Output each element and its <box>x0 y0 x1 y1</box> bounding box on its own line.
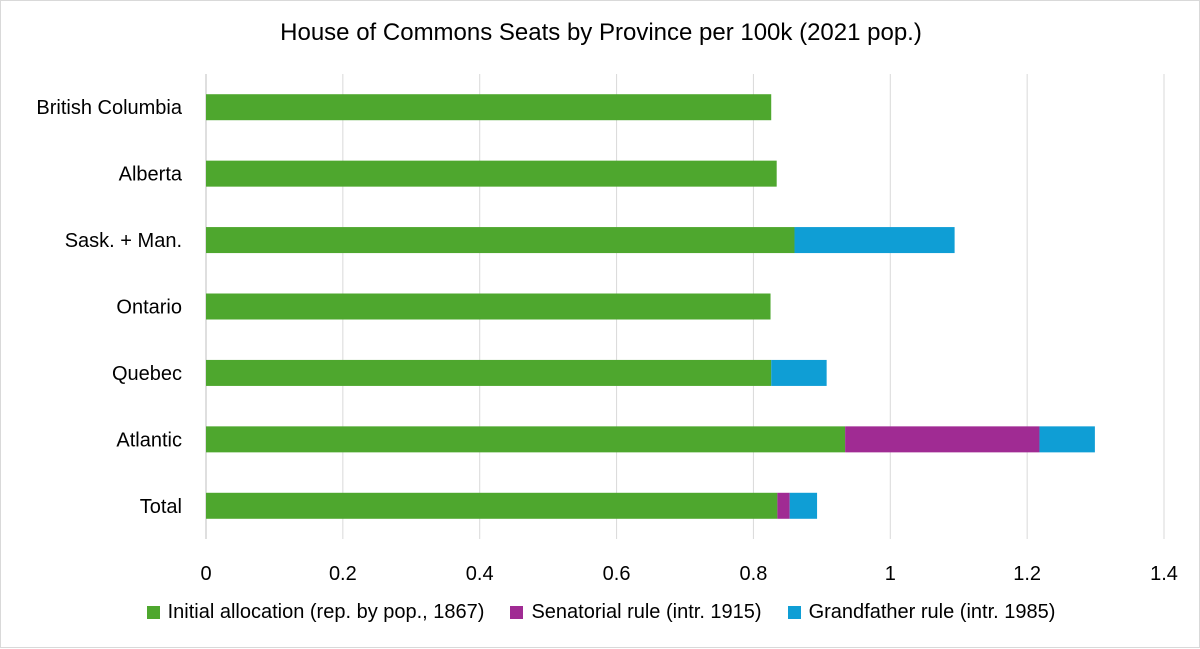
legend-label: Grandfather rule (intr. 1985) <box>808 601 1056 623</box>
bar-segment <box>206 359 772 386</box>
category-label: British Columbia <box>36 97 182 119</box>
category-label: Atlantic <box>116 429 182 451</box>
category-label: Sask. + Man. <box>65 230 182 252</box>
x-tick-label: 1.2 <box>1013 563 1041 585</box>
category-label: Quebec <box>112 363 182 385</box>
legend-item: Initial allocation (rep. by pop., 1867) <box>146 601 485 624</box>
legend-label: Initial allocation (rep. by pop., 1867) <box>167 601 485 623</box>
category-label: Alberta <box>119 164 183 186</box>
bar-segment <box>845 426 1040 453</box>
legend-swatch <box>146 606 160 619</box>
x-tick-label: 0.6 <box>603 563 631 585</box>
legend-swatch <box>787 606 801 619</box>
bar-segment <box>777 492 790 519</box>
bar-segment <box>206 94 772 121</box>
bar-segment <box>789 492 818 519</box>
legend-item: Senatorial rule (intr. 1915) <box>510 601 762 624</box>
x-tick-label: 0 <box>200 563 211 585</box>
bar-segment <box>771 359 827 386</box>
x-tick-label: 0.2 <box>329 563 357 585</box>
legend-item: Grandfather rule (intr. 1985) <box>787 601 1056 624</box>
chart-title: House of Commons Seats by Province per 1… <box>280 19 922 46</box>
bar-segment <box>206 492 778 519</box>
bar-segment <box>1039 426 1095 453</box>
chart-legend: Initial allocation (rep. by pop., 1867) S… <box>1 601 1200 624</box>
x-tick-label: 0.8 <box>740 563 768 585</box>
bar-segment <box>206 160 777 187</box>
x-tick-label: 1 <box>885 563 896 585</box>
bar-segment <box>206 293 771 320</box>
category-label: Ontario <box>116 297 182 319</box>
x-tick-label: 0.4 <box>466 563 494 585</box>
legend-label: Senatorial rule (intr. 1915) <box>531 601 762 623</box>
category-label: Total <box>140 496 182 518</box>
x-tick-label: 1.4 <box>1150 563 1178 585</box>
bar-segment <box>794 227 955 254</box>
bar-segment <box>206 227 795 254</box>
bar-segment <box>206 426 846 453</box>
legend-swatch <box>510 606 524 619</box>
